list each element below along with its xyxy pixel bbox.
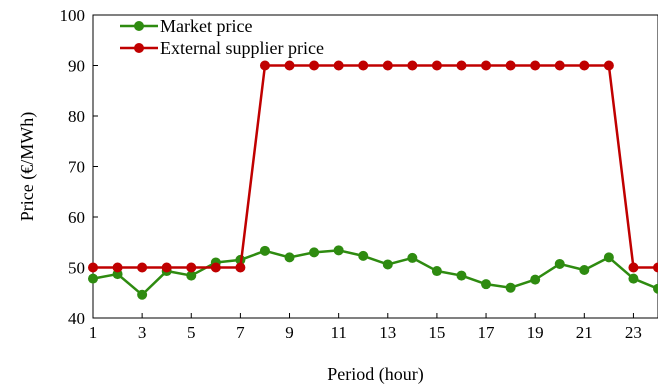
y-tick-label: 40: [68, 309, 85, 328]
x-tick-label: 9: [285, 323, 294, 342]
data-point: [259, 60, 270, 71]
x-tick-label: 15: [428, 323, 445, 342]
data-point: [554, 258, 565, 269]
y-tick-label: 90: [68, 57, 85, 76]
y-tick-label: 60: [68, 208, 85, 227]
x-tick-label: 5: [187, 323, 196, 342]
y-axis-title: Price (€/MWh): [17, 112, 38, 221]
x-tick-label: 21: [576, 323, 593, 342]
data-point: [210, 262, 221, 273]
x-tick-label: 1: [89, 323, 98, 342]
data-point: [284, 60, 295, 71]
data-point: [628, 273, 639, 284]
data-point: [112, 262, 123, 273]
data-point: [333, 245, 344, 256]
data-point: [358, 60, 369, 71]
x-tick-label: 13: [379, 323, 396, 342]
data-point: [579, 265, 590, 276]
series-line: [93, 64, 658, 269]
data-point: [554, 60, 565, 71]
legend-marker: [134, 21, 144, 31]
x-tick-label: 19: [527, 323, 544, 342]
data-point: [579, 60, 590, 71]
legend-item: Market price: [120, 16, 252, 36]
data-point: [628, 262, 639, 273]
data-point: [603, 252, 614, 263]
data-point: [161, 262, 172, 273]
x-tick-label: 7: [236, 323, 245, 342]
data-point: [186, 270, 197, 281]
x-tick-label: 23: [625, 323, 642, 342]
data-point: [530, 274, 541, 285]
x-tick-label: 11: [330, 323, 346, 342]
data-point: [456, 60, 467, 71]
x-tick-label: 17: [478, 323, 496, 342]
series-external-supplier-price: [88, 60, 658, 273]
data-point: [431, 266, 442, 277]
data-point: [530, 60, 541, 71]
data-point: [505, 282, 516, 293]
data-point: [333, 60, 344, 71]
data-point: [481, 279, 492, 290]
data-point: [88, 262, 98, 273]
data-point: [137, 289, 148, 300]
data-point: [309, 247, 320, 258]
data-point: [186, 262, 197, 273]
series-layer: [88, 60, 658, 300]
data-point: [653, 262, 658, 273]
data-point: [137, 262, 148, 273]
data-point: [88, 273, 98, 284]
data-point: [309, 60, 320, 71]
x-tick-label: 3: [138, 323, 147, 342]
data-point: [603, 60, 614, 71]
y-tick-label: 100: [60, 6, 86, 25]
data-point: [456, 270, 467, 281]
legend-marker: [134, 43, 144, 53]
data-point: [284, 252, 295, 263]
legend-label: Market price: [160, 16, 252, 36]
legend-label: External supplier price: [160, 38, 324, 58]
data-point: [358, 250, 369, 261]
legend-item: External supplier price: [120, 38, 324, 58]
data-point: [653, 283, 658, 294]
data-point: [481, 60, 492, 71]
x-axis-title: Period (hour): [327, 364, 423, 385]
y-tick-label: 50: [68, 259, 85, 278]
data-point: [259, 245, 270, 256]
data-point: [235, 262, 246, 273]
y-tick-label: 80: [68, 107, 85, 126]
data-point: [407, 252, 418, 263]
data-point: [382, 60, 393, 71]
series-line: [92, 249, 658, 297]
data-point: [505, 60, 516, 71]
series-market-price: [88, 245, 658, 300]
y-tick-label: 70: [68, 158, 85, 177]
data-point: [431, 60, 442, 71]
data-point: [382, 259, 393, 270]
data-point: [407, 60, 418, 71]
